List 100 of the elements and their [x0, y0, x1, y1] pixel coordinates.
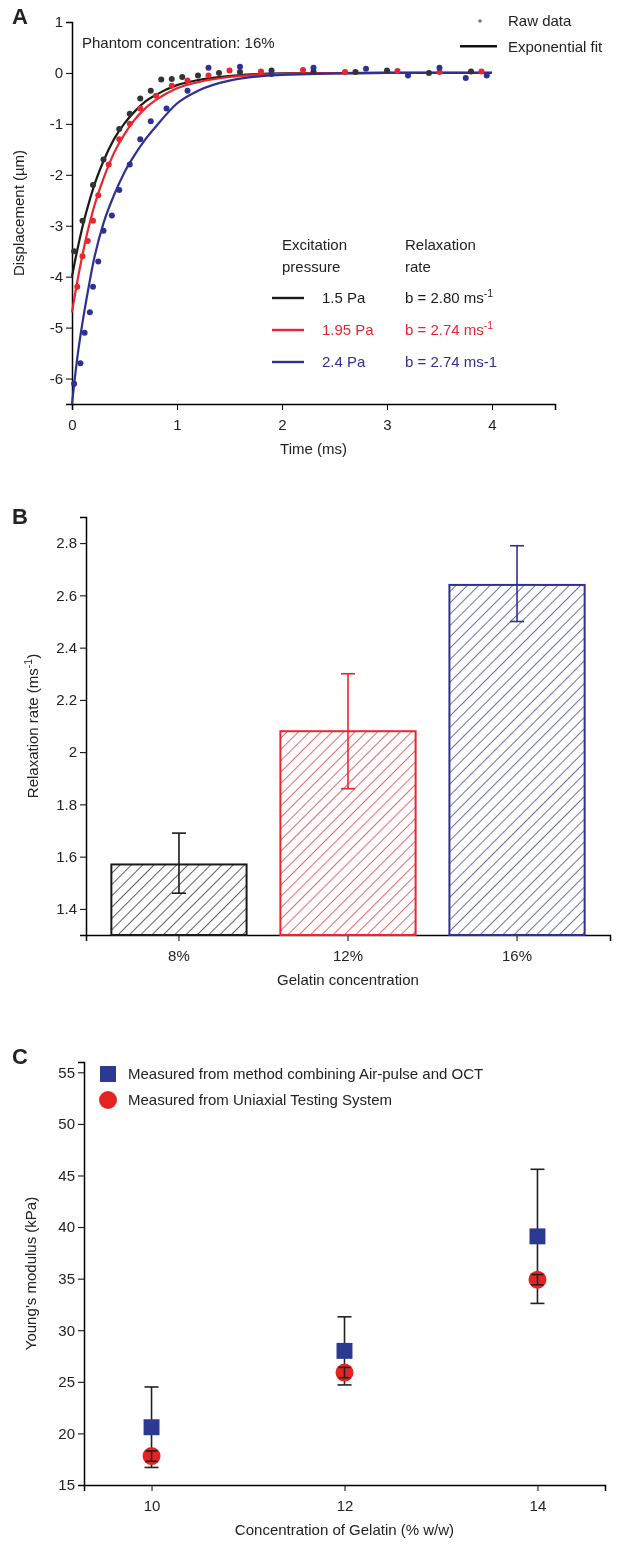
y-tick-label: 1	[54, 13, 63, 31]
x-axis-title: Gelatin concentration	[277, 971, 419, 988]
y-tick-label: -6	[49, 369, 63, 387]
y-tick-label: 20	[58, 1424, 75, 1442]
y-tick-label: 35	[58, 1269, 75, 1287]
point	[143, 1419, 160, 1436]
point	[363, 65, 369, 72]
x-tick-label: 12%	[332, 946, 364, 964]
point	[237, 63, 243, 70]
point	[179, 74, 186, 81]
x-axis-title: Time (ms)	[280, 440, 347, 457]
x-tick-label: 16%	[502, 946, 533, 964]
y-axis-title: Young’s modulus (kPa)	[22, 1196, 39, 1351]
point	[342, 68, 348, 75]
point	[258, 68, 264, 75]
y-tick-label: -1	[49, 115, 63, 133]
point	[108, 212, 115, 219]
point	[436, 64, 443, 71]
point	[137, 105, 144, 112]
point	[137, 95, 144, 102]
point	[116, 187, 123, 194]
point	[137, 136, 144, 143]
point	[529, 1228, 546, 1245]
point	[126, 120, 133, 127]
point	[105, 161, 112, 168]
point	[226, 67, 233, 74]
point	[168, 82, 175, 89]
y-axis-title: Displacement (µm)	[10, 149, 27, 277]
y-tick-label: 1.4	[56, 900, 77, 918]
point	[100, 156, 107, 163]
y-tick-label: 15	[58, 1476, 75, 1494]
y-tick-label: 30	[58, 1321, 75, 1339]
legend-label: 2.4 Pa	[322, 353, 367, 370]
annotation: b = 2.74 ms$^{-1}$	[405, 319, 494, 338]
point	[300, 66, 306, 73]
point	[147, 118, 154, 125]
x-tick-label: 4	[488, 415, 497, 433]
chart-title: A	[12, 4, 28, 29]
point	[216, 69, 222, 76]
x-tick-label: 3	[383, 415, 392, 433]
point	[86, 309, 93, 316]
x-tick-label: 10	[143, 1496, 161, 1514]
legend-label: Measured from Uniaxial Testing System	[128, 1091, 392, 1108]
point	[84, 238, 91, 245]
y-tick-label: 0	[54, 64, 63, 82]
point	[205, 72, 212, 79]
x-axis-title: Concentration of Gelatin (% w/w)	[234, 1521, 455, 1538]
point	[71, 248, 78, 255]
legend-label: 1.95 Pa	[322, 321, 375, 338]
x-tick-label: 1	[173, 415, 182, 433]
y-tick-label: 2.4	[56, 638, 77, 656]
y-tick-label: -2	[49, 166, 63, 184]
point	[468, 68, 474, 75]
annotation: Exponential fit	[508, 38, 604, 55]
point	[195, 72, 201, 79]
point	[163, 105, 170, 112]
y-tick-label: 2.6	[56, 586, 77, 604]
point	[478, 68, 485, 75]
point	[116, 136, 123, 143]
point	[237, 68, 243, 75]
point	[116, 125, 123, 132]
point	[394, 67, 401, 74]
point	[126, 161, 133, 168]
point	[81, 329, 88, 336]
annotation: Relaxation rate	[405, 236, 476, 275]
point	[126, 110, 133, 117]
point	[336, 1342, 353, 1359]
x-tick-label: 14	[529, 1496, 547, 1514]
annotation: Phantom concentration: 16%	[82, 34, 275, 51]
chart-title: C	[12, 1044, 28, 1069]
y-tick-label: 1.6	[56, 847, 77, 865]
y-tick-label: 25	[58, 1373, 75, 1391]
y-tick-label: 1.8	[56, 795, 77, 813]
point	[205, 64, 212, 71]
point	[71, 380, 78, 387]
point	[384, 67, 390, 74]
annotation: Excitation pressure	[282, 236, 348, 275]
point	[74, 283, 81, 290]
point	[168, 76, 175, 83]
y-tick-label: -3	[49, 217, 63, 235]
point	[90, 283, 96, 290]
y-tick-label: 55	[58, 1063, 75, 1081]
point	[147, 87, 154, 94]
point	[426, 69, 432, 76]
point	[77, 360, 84, 367]
y-tick-label: 45	[58, 1166, 75, 1184]
point	[100, 227, 107, 234]
y-tick-label: -4	[49, 267, 63, 285]
legend-label: Measured from method combining Air-pulse and OCT	[128, 1065, 484, 1082]
y-tick-label: 50	[58, 1115, 75, 1133]
annotation: Raw data	[508, 12, 573, 29]
point	[462, 75, 469, 82]
x-tick-label: 12	[336, 1496, 354, 1514]
annotation: b = 2.80 ms$^{-1}$	[405, 287, 494, 306]
y-tick-label: -5	[49, 318, 63, 336]
y-tick-label: 2	[68, 743, 77, 761]
point	[95, 258, 102, 265]
x-tick-label: 8%	[168, 946, 190, 964]
point	[310, 64, 317, 71]
point	[158, 76, 165, 83]
